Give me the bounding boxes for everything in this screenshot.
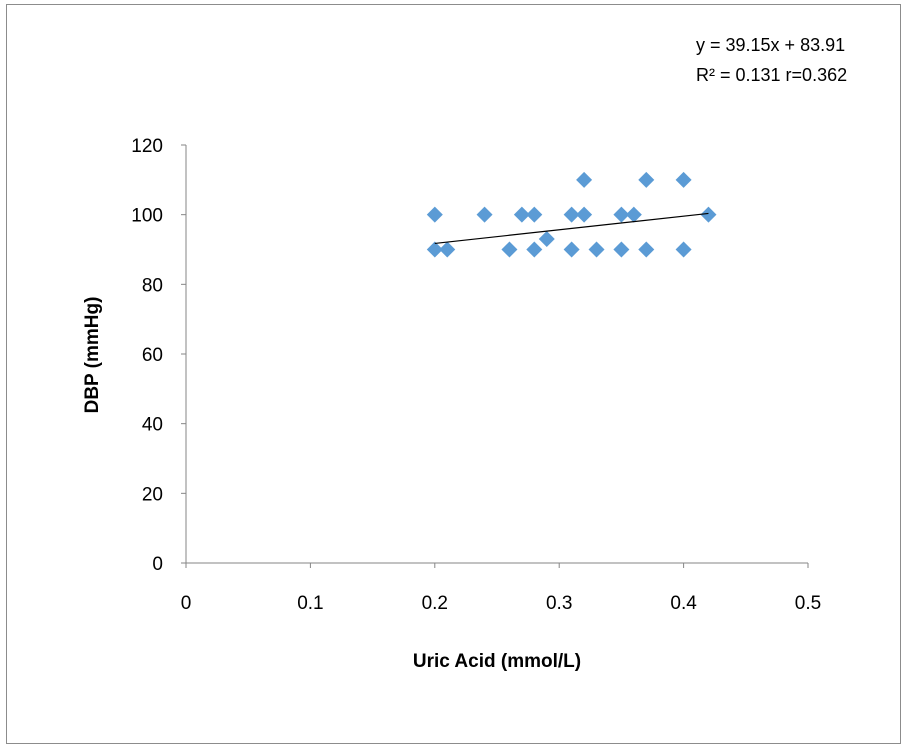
y-axis-title: DBP (mmHg) xyxy=(82,297,103,414)
x-axis-title: Uric Acid (mmol/L) xyxy=(413,651,581,672)
data-point xyxy=(675,171,692,188)
x-tick-label: 0.3 xyxy=(546,593,572,614)
chart-frame xyxy=(6,4,901,744)
data-point xyxy=(426,206,443,223)
y-tick-label: 120 xyxy=(131,136,163,157)
data-point xyxy=(638,171,655,188)
data-point xyxy=(513,206,530,223)
y-tick-label: 100 xyxy=(131,206,163,227)
y-tick-label: 80 xyxy=(142,275,163,296)
data-point xyxy=(613,206,630,223)
trendline-equation: y = 39.15x + 83.91 xyxy=(696,35,845,55)
x-axis-ticks: 0 0.1 0.2 0.3 0.4 0.5 xyxy=(181,563,821,614)
x-tick-label: 0.4 xyxy=(670,593,697,614)
data-point xyxy=(439,241,456,258)
data-point xyxy=(538,231,555,248)
x-tick-label: 0.1 xyxy=(297,593,323,614)
data-point xyxy=(576,206,593,223)
data-point xyxy=(563,206,580,223)
y-tick-label: 60 xyxy=(142,345,163,366)
data-point xyxy=(476,206,493,223)
data-point xyxy=(675,241,692,258)
trendline xyxy=(434,212,709,245)
data-point xyxy=(426,241,443,258)
data-point xyxy=(700,206,717,223)
data-points xyxy=(426,171,717,258)
data-point xyxy=(588,241,605,258)
y-axis-ticks: 0 20 40 60 80 100 120 xyxy=(131,136,186,575)
data-point xyxy=(613,241,630,258)
data-point xyxy=(501,241,518,258)
y-tick-label: 20 xyxy=(142,484,163,505)
data-point xyxy=(638,241,655,258)
data-point xyxy=(526,206,543,223)
x-tick-label: 0 xyxy=(181,593,192,614)
x-tick-label: 0.5 xyxy=(795,593,821,614)
x-tick-label: 0.2 xyxy=(422,593,448,614)
data-point xyxy=(526,241,543,258)
r-squared-label: R² = 0.131 r=0.362 xyxy=(696,65,847,85)
data-point xyxy=(563,241,580,258)
y-tick-label: 40 xyxy=(142,415,163,436)
data-point xyxy=(625,206,642,223)
axes xyxy=(185,145,808,564)
y-tick-label: 0 xyxy=(152,554,163,575)
data-point xyxy=(576,171,593,188)
